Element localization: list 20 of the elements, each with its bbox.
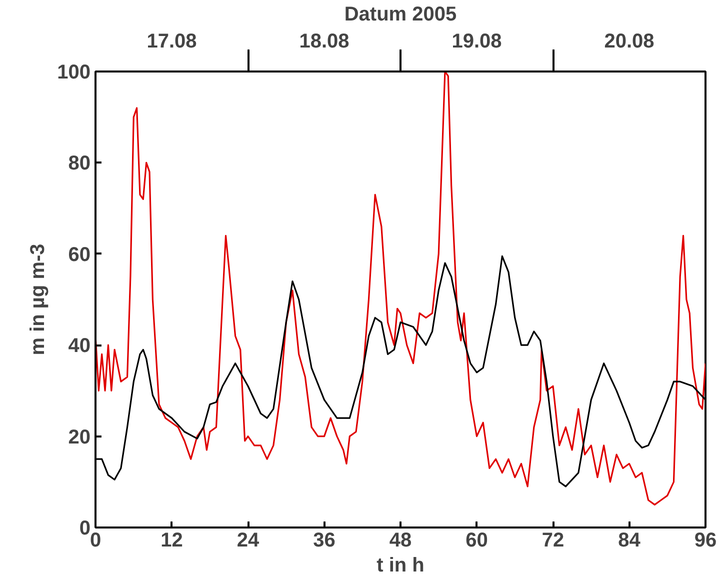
y-axis-title: m in µg m-3 <box>27 244 50 356</box>
x2-tick-label: 18.08 <box>299 30 350 52</box>
x-tick-label: 12 <box>160 530 183 552</box>
x-tick-label: 72 <box>542 530 564 552</box>
x-tick-label: 36 <box>313 530 336 552</box>
y-tick-label: 80 <box>68 152 91 175</box>
y-tick-label: 40 <box>68 335 91 358</box>
x2-tick-label: 19.08 <box>452 30 502 52</box>
x-axis-title: t in h <box>376 554 424 576</box>
y-tick-label: 100 <box>57 62 91 84</box>
x-tick-label: 60 <box>466 530 488 552</box>
y-tick-label: 60 <box>68 244 91 266</box>
x-tick-label: 24 <box>236 530 260 552</box>
x2-axis-title: Datum 2005 <box>344 4 457 26</box>
x-tick-label: 84 <box>618 530 642 552</box>
x-tick-label: 48 <box>389 530 412 552</box>
x2-tick-label: 17.08 <box>146 30 197 52</box>
x-tick-label: 96 <box>694 530 717 552</box>
y-tick-label: 20 <box>68 426 91 448</box>
x2-tick-label: 20.08 <box>604 30 654 52</box>
